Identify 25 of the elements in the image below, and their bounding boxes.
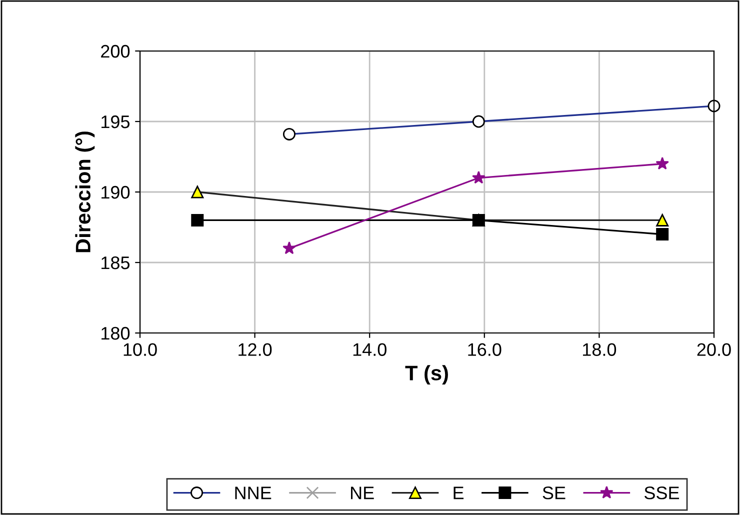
y-tick-label: 180 [102,326,130,340]
y-axis-title: Direccion (°) [75,132,95,252]
legend-label: NNE [235,486,272,500]
point [472,170,486,184]
y-tick-label: 200 [101,44,130,58]
point [656,156,669,170]
y-tick-label: 185 [102,256,130,270]
legend-label: NE [351,486,374,500]
x-tick-label: 12.0 [238,343,272,356]
y-tick-label: 195 [102,115,130,128]
x-axis-title: T (s) [405,365,448,385]
legend-label: SE [542,486,566,500]
x-tick-label: 14.0 [353,343,386,356]
point [191,214,204,226]
point [656,228,669,241]
point [656,214,669,226]
point [191,186,204,198]
x-tick-label: 18.0 [583,343,616,356]
legend-label: E [454,486,464,500]
legend-label: SSE [644,486,680,500]
x-tick-label: 20.0 [697,343,731,356]
x-tick-label: 10.0 [124,343,157,356]
y-tick-label: 190 [102,186,130,199]
point [282,241,296,254]
x-tick-label: 16.0 [468,343,502,356]
